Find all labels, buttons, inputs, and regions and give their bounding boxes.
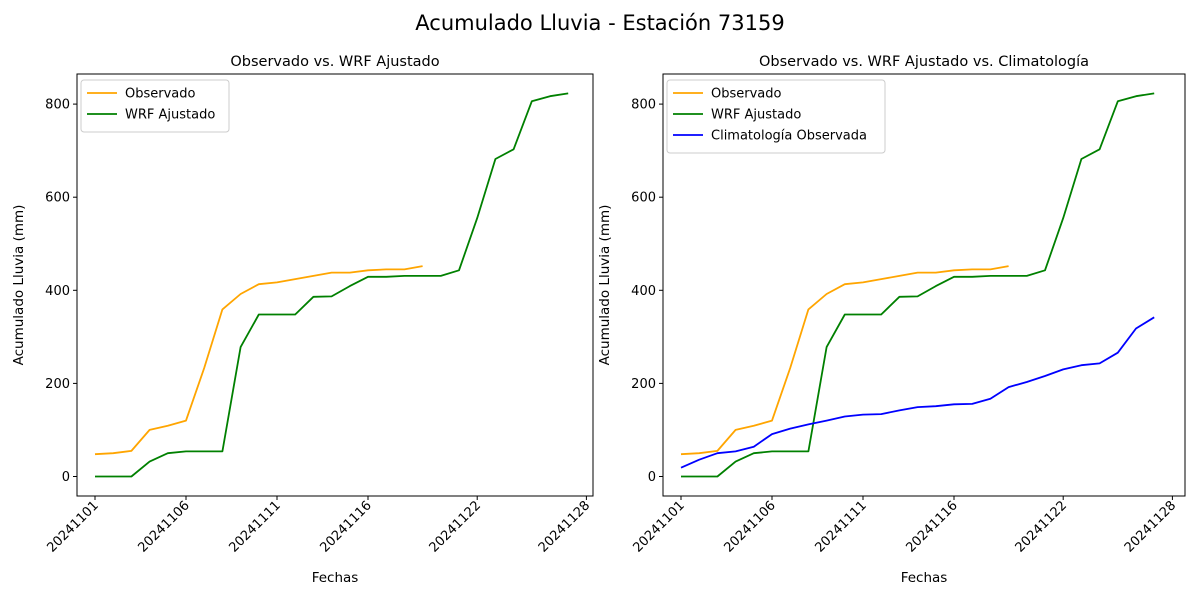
y-tick-label: 200 xyxy=(631,377,656,392)
legend-label: Observado xyxy=(711,87,782,102)
legend: Observado WRF Ajustado xyxy=(80,79,230,133)
series-line-1 xyxy=(680,265,1009,456)
y-tick-label: 800 xyxy=(45,98,70,113)
legend-box xyxy=(666,79,886,154)
chart-title: Observado vs. WRF Ajustado vs. Climatolo… xyxy=(759,54,1089,70)
y-tick-label: 400 xyxy=(45,284,70,299)
chart-title: Observado vs. WRF Ajustado xyxy=(230,54,439,70)
legend: Observado WRF Ajustado Climatología Observ… xyxy=(666,79,886,154)
y-tick-label: 0 xyxy=(62,470,70,485)
y-tick-label: 400 xyxy=(631,284,656,299)
x-axis-label: Fechas xyxy=(901,570,948,586)
series-line-2 xyxy=(681,92,1155,478)
y-tick-label: 600 xyxy=(631,191,656,206)
y-tick-label: 200 xyxy=(45,377,70,392)
plot-frame xyxy=(662,73,1186,497)
series-line-2 xyxy=(95,92,569,478)
y-tick-label: 600 xyxy=(45,191,70,206)
y-tick-label: 0 xyxy=(648,470,656,485)
plot-frame xyxy=(76,73,594,497)
legend-label: WRF Ajustado xyxy=(711,108,801,123)
series-line-3 xyxy=(680,316,1155,469)
legend-label: Climatología Observada xyxy=(711,129,867,144)
y-axis-label: Acumulado Lluvia (mm) xyxy=(597,205,613,366)
x-axis-label: Fechas xyxy=(312,570,359,586)
y-tick-label: 800 xyxy=(631,98,656,113)
legend-box xyxy=(80,79,230,133)
series-line-1 xyxy=(94,265,423,456)
legend-label: WRF Ajustado xyxy=(125,108,215,123)
legend-label: Observado xyxy=(125,87,196,102)
figure-title: Acumulado Lluvia - Estación 73159 xyxy=(415,11,784,35)
y-axis-label: Acumulado Lluvia (mm) xyxy=(11,205,27,366)
